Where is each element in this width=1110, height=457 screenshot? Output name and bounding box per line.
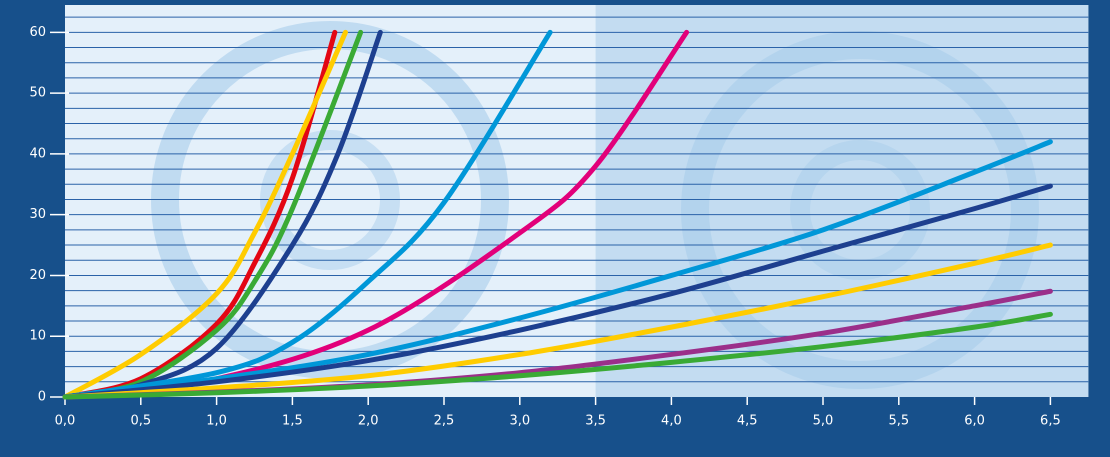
y-tick-label: 0 bbox=[38, 390, 46, 405]
line bbox=[62, 29, 364, 400]
x-tick-label: 3,5 bbox=[585, 414, 606, 429]
y-tick-label: 30 bbox=[29, 207, 46, 222]
x-tick-label: 0,5 bbox=[130, 414, 151, 429]
line bbox=[62, 139, 1053, 400]
y-tick-label: 50 bbox=[29, 86, 46, 101]
x-tick-label: 5,0 bbox=[813, 414, 834, 429]
watermark bbox=[681, 31, 1039, 389]
y-tick-label: 60 bbox=[29, 25, 46, 40]
x-tick-label: 4,5 bbox=[737, 414, 758, 429]
line bbox=[62, 242, 1053, 400]
y-tick-label: 40 bbox=[29, 146, 46, 161]
x-tick-label: 5,5 bbox=[888, 414, 909, 429]
x-tick-label: 1,5 bbox=[282, 414, 303, 429]
line bbox=[62, 29, 338, 400]
line bbox=[62, 29, 553, 400]
x-tick-label: 2,0 bbox=[358, 414, 379, 429]
watermark bbox=[790, 140, 930, 280]
x-tick-label: 6,5 bbox=[1040, 414, 1061, 429]
x-tick-label: 3,0 bbox=[509, 414, 530, 429]
line bbox=[62, 311, 1053, 400]
x-tick-label: 1,0 bbox=[206, 414, 227, 429]
line bbox=[62, 183, 1053, 400]
x-tick-label: 2,5 bbox=[434, 414, 455, 429]
y-tick-label: 20 bbox=[29, 268, 46, 283]
line bbox=[62, 29, 348, 400]
y-tick-label: 10 bbox=[29, 329, 46, 344]
x-tick-label: 0,0 bbox=[55, 414, 76, 429]
x-tick-label: 6,0 bbox=[964, 414, 985, 429]
x-tick-label: 4,0 bbox=[661, 414, 682, 429]
